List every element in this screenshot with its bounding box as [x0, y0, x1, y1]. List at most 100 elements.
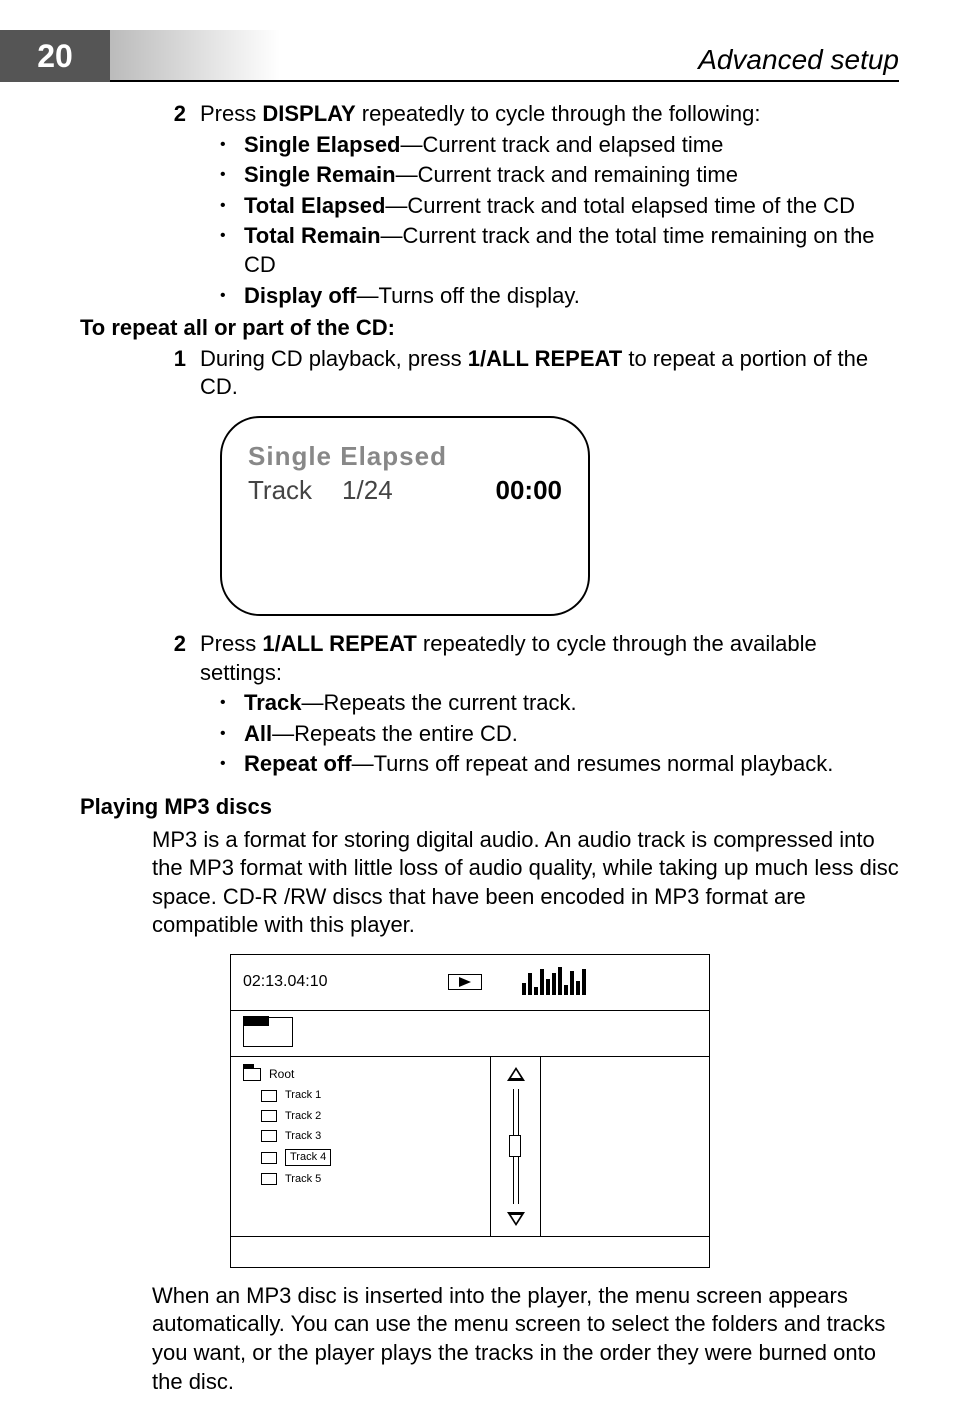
chapter-title: Advanced setup	[698, 44, 899, 76]
file-icon	[261, 1110, 277, 1122]
step-repeat-1: 1 During CD playback, press 1/ALL REPEAT…	[80, 345, 899, 402]
step-number: 2	[80, 100, 200, 129]
mp3-menu-tab-row	[231, 1011, 709, 1057]
mp3-list-item: Track 3	[261, 1129, 478, 1143]
bullet-marker: •	[220, 720, 244, 749]
mp3-item-label: Track 1	[285, 1088, 321, 1102]
osd-single-elapsed: Single Elapsed Track 1/24 00:00	[220, 416, 590, 616]
bullet-description: —Current track and total elapsed time of…	[385, 193, 855, 218]
bullet-item: •Single Elapsed—Current track and elapse…	[220, 131, 899, 160]
bullet-text: Track—Repeats the current track.	[244, 689, 899, 718]
bullet-marker: •	[220, 689, 244, 718]
bullet-item: •Total Remain—Current track and the tota…	[220, 222, 899, 279]
bullet-item: •Total Elapsed—Current track and total e…	[220, 192, 899, 221]
mp3-para-1: MP3 is a format for storing digital audi…	[152, 826, 899, 940]
step-display: 2 Press DISPLAY repeatedly to cycle thro…	[80, 100, 899, 129]
bullet-description: —Repeats the entire CD.	[272, 721, 518, 746]
bullet-item: •Single Remain—Current track and remaini…	[220, 161, 899, 190]
bullet-text: Total Remain—Current track and the total…	[244, 222, 899, 279]
mp3-scrollbar	[491, 1057, 541, 1236]
mp3-list-item: Track 5	[261, 1172, 478, 1186]
step-button-name: 1/ALL REPEAT	[262, 631, 416, 656]
bullet-item: •Track—Repeats the current track.	[220, 689, 899, 718]
chapter-header: Advanced setup	[110, 30, 899, 82]
bullet-description: —Turns off the display.	[356, 283, 579, 308]
bullet-item: •All—Repeats the entire CD.	[220, 720, 899, 749]
step-text-post: repeatedly to cycle through the followin…	[356, 101, 761, 126]
step-number: 2	[80, 630, 200, 687]
bullet-description: —Current track and elapsed time	[401, 132, 724, 157]
bullet-item: •Display off—Turns off the display.	[220, 282, 899, 311]
play-icon	[448, 974, 482, 990]
display-options-list: •Single Elapsed—Current track and elapse…	[220, 131, 899, 311]
file-icon	[261, 1130, 277, 1142]
mp3-menu-main: Root Track 1 Track 2 Track 3 Track 4 Track 5	[231, 1057, 709, 1237]
osd-track-row: Track 1/24 00:00	[248, 474, 562, 508]
file-icon	[261, 1173, 277, 1185]
repeat-subheading: To repeat all or part of the CD:	[80, 314, 899, 343]
mp3-item-label: Track 4	[285, 1149, 331, 1165]
bullet-marker: •	[220, 222, 244, 279]
bullet-term: Track	[244, 690, 302, 715]
mp3-time-display: 02:13.04:10	[243, 972, 328, 993]
page-number: 20	[0, 30, 110, 82]
mp3-item-label: Root	[269, 1067, 294, 1083]
mp3-list-item: Track 2	[261, 1109, 478, 1123]
folder-tab-icon	[243, 1017, 293, 1047]
scroll-up-icon	[507, 1067, 525, 1081]
bullet-text: Repeat off—Turns off repeat and resumes …	[244, 750, 899, 779]
bullet-marker: •	[220, 161, 244, 190]
bullet-marker: •	[220, 750, 244, 779]
repeat-options-list: •Track—Repeats the current track.•All—Re…	[220, 689, 899, 779]
mp3-section-heading: Playing MP3 discs	[80, 793, 899, 822]
step-repeat-2: 2 Press 1/ALL REPEAT repeatedly to cycle…	[80, 630, 899, 687]
step-text-pre: Press	[200, 101, 262, 126]
bullet-term: Total Remain	[244, 223, 381, 248]
bullet-marker: •	[220, 131, 244, 160]
equalizer-icon	[522, 965, 592, 1000]
mp3-para-2: When an MP3 disc is inserted into the pl…	[152, 1282, 899, 1396]
scroll-thumb	[509, 1135, 521, 1157]
bullet-term: Display off	[244, 283, 356, 308]
step-body: During CD playback, press 1/ALL REPEAT t…	[200, 345, 899, 402]
step-body: Press DISPLAY repeatedly to cycle throug…	[200, 100, 899, 129]
bullet-text: Total Elapsed—Current track and total el…	[244, 192, 899, 221]
step-button-name: 1/ALL REPEAT	[468, 346, 622, 371]
bullet-description: —Current track and remaining time	[396, 162, 738, 187]
osd-track-number: 1/24	[342, 474, 393, 508]
bullet-description: —Turns off repeat and resumes normal pla…	[352, 751, 834, 776]
mp3-item-label: Track 3	[285, 1129, 321, 1143]
step-text-pre: During CD playback, press	[200, 346, 468, 371]
osd-title: Single Elapsed	[248, 440, 562, 474]
bullet-term: Repeat off	[244, 751, 352, 776]
bullet-term: Single Remain	[244, 162, 396, 187]
bullet-item: •Repeat off—Turns off repeat and resumes…	[220, 750, 899, 779]
step-number: 1	[80, 345, 200, 402]
step-button-name: DISPLAY	[262, 101, 355, 126]
bullet-description: —Repeats the current track.	[302, 690, 577, 715]
mp3-menu-top-row: 02:13.04:10	[231, 955, 709, 1011]
scroll-track	[513, 1089, 519, 1204]
mp3-menu-bottom-row	[231, 1237, 709, 1267]
file-icon	[261, 1090, 277, 1102]
bullet-term: Total Elapsed	[244, 193, 385, 218]
osd-time: 00:00	[496, 474, 563, 508]
bullet-text: All—Repeats the entire CD.	[244, 720, 899, 749]
bullet-text: Single Remain—Current track and remainin…	[244, 161, 899, 190]
bullet-term: All	[244, 721, 272, 746]
bullet-term: Single Elapsed	[244, 132, 401, 157]
page-content: 2 Press DISPLAY repeatedly to cycle thro…	[80, 100, 899, 1404]
bullet-marker: •	[220, 282, 244, 311]
folder-icon	[243, 1068, 261, 1081]
bullet-marker: •	[220, 192, 244, 221]
bullet-text: Display off—Turns off the display.	[244, 282, 899, 311]
file-icon	[261, 1152, 277, 1164]
bullet-text: Single Elapsed—Current track and elapsed…	[244, 131, 899, 160]
mp3-item-label: Track 5	[285, 1172, 321, 1186]
mp3-item-label: Track 2	[285, 1109, 321, 1123]
mp3-list-item: Track 1	[261, 1088, 478, 1102]
osd-track-label: Track	[248, 474, 312, 508]
mp3-list-item: Root	[243, 1067, 478, 1083]
step-body: Press 1/ALL REPEAT repeatedly to cycle t…	[200, 630, 899, 687]
mp3-menu-right-pane	[541, 1057, 709, 1236]
